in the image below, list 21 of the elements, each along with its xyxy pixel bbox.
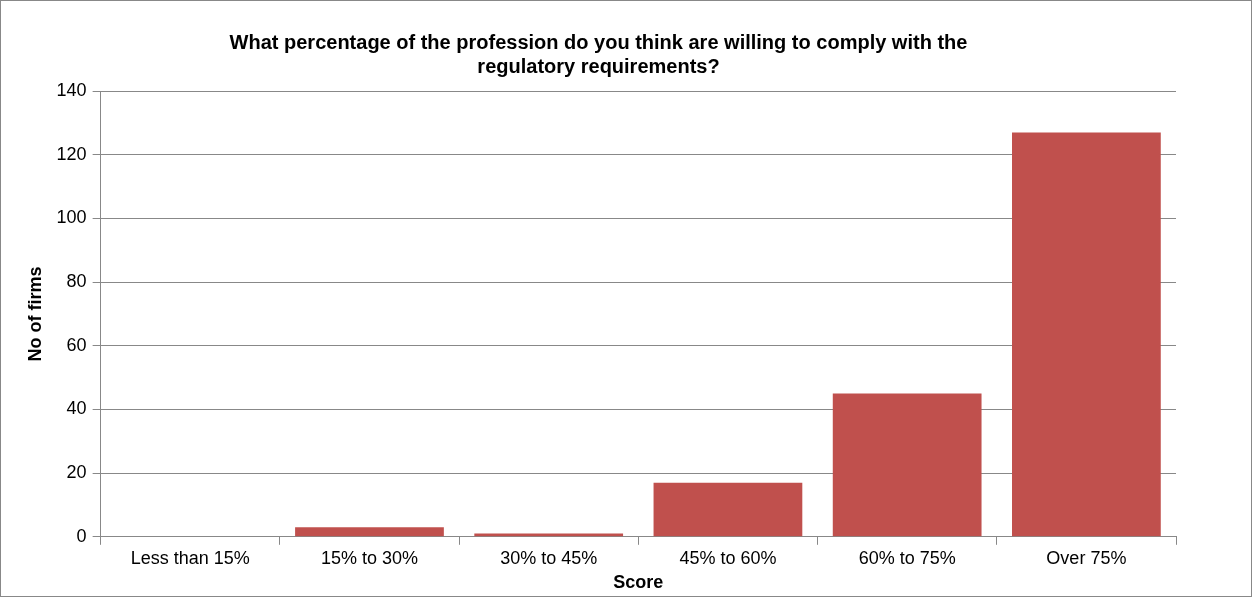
y-tick-label: 0 <box>76 525 87 546</box>
y-tick-label: 120 <box>56 143 87 164</box>
y-tick-label: 60 <box>66 334 87 355</box>
x-tick-label: Over 75% <box>1046 547 1127 568</box>
x-tick-label: 30% to 45% <box>500 547 598 568</box>
y-tick-label: 80 <box>66 271 87 292</box>
x-tick-label: 15% to 30% <box>320 547 419 568</box>
x-tick-label: 45% to 60% <box>679 547 777 568</box>
y-axis-title: No of firms <box>24 266 45 362</box>
bar <box>832 393 982 537</box>
x-tick-label: 60% to 75% <box>858 547 956 568</box>
y-tick-label: 40 <box>66 398 87 419</box>
chart-title: What percentage of the profession do you think are willing to comply with the regulatory requirements? <box>229 30 968 77</box>
y-tick-label: 20 <box>66 462 87 483</box>
bar <box>295 527 444 537</box>
x-axis-title: Score <box>613 572 664 593</box>
bar <box>653 482 803 537</box>
x-tick-label: Less than 15% <box>130 547 250 568</box>
bar <box>1012 132 1161 537</box>
y-tick-label: 140 <box>56 79 87 100</box>
y-tick-label: 100 <box>56 207 87 228</box>
